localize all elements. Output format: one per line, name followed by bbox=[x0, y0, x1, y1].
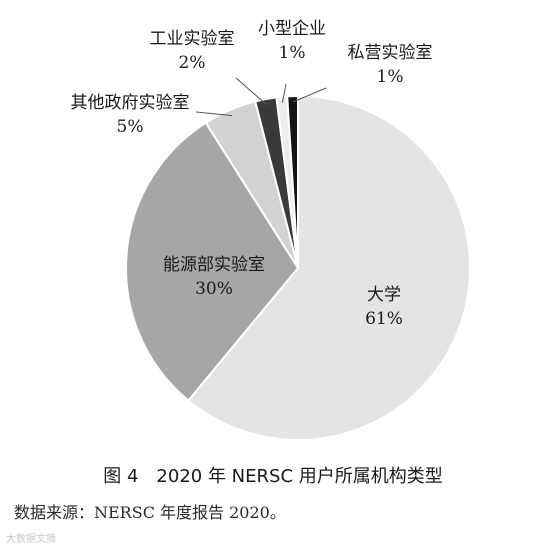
leader-line-5 bbox=[281, 83, 287, 103]
slice-value-label-6: 1% bbox=[377, 67, 404, 87]
slice-value-label-4: 2% bbox=[179, 53, 206, 73]
slice-value-label-1: 61% bbox=[365, 309, 403, 329]
slice-label-6: 私营实验室 bbox=[348, 43, 433, 63]
watermark: 大数据文摘 bbox=[6, 534, 56, 545]
pie-slice-1 bbox=[186, 94, 471, 441]
slice-value-label-5: 1% bbox=[279, 43, 306, 63]
leader-line-4 bbox=[235, 77, 268, 106]
slice-label-3: 其他政府实验室 bbox=[71, 93, 190, 113]
pie-slice-6 bbox=[286, 94, 299, 269]
pie-slice-2 bbox=[125, 121, 300, 402]
slice-label-4: 工业实验室 bbox=[150, 29, 235, 49]
data-source-note: 数据来源：NERSC 年度报告 2020。 bbox=[14, 503, 286, 522]
slice-value-label-3: 5% bbox=[117, 117, 144, 137]
slice-label-5: 小型企业 bbox=[258, 19, 326, 39]
slice-value-label-2: 30% bbox=[195, 279, 233, 299]
pie-slices bbox=[125, 94, 471, 441]
leader-line-3 bbox=[195, 111, 233, 117]
slice-labels: 大学 61% 能源部实验室 30% 其他政府实验室 5% 工业实验室 2% 小型企业 1% 私营实验… bbox=[71, 19, 433, 329]
pie-chart: 大学 61% 能源部实验室 30% 其他政府实验室 5% 工业实验室 2% 小型企业 1% 私营实验… bbox=[71, 19, 471, 441]
slice-label-2: 能源部实验室 bbox=[163, 255, 265, 275]
leader-lines bbox=[195, 77, 327, 117]
slice-label-1: 大学 bbox=[367, 285, 401, 305]
figure-caption: 图 4 2020 年 NERSC 用户所属机构类型 bbox=[103, 466, 443, 487]
leader-line-6 bbox=[292, 87, 327, 103]
